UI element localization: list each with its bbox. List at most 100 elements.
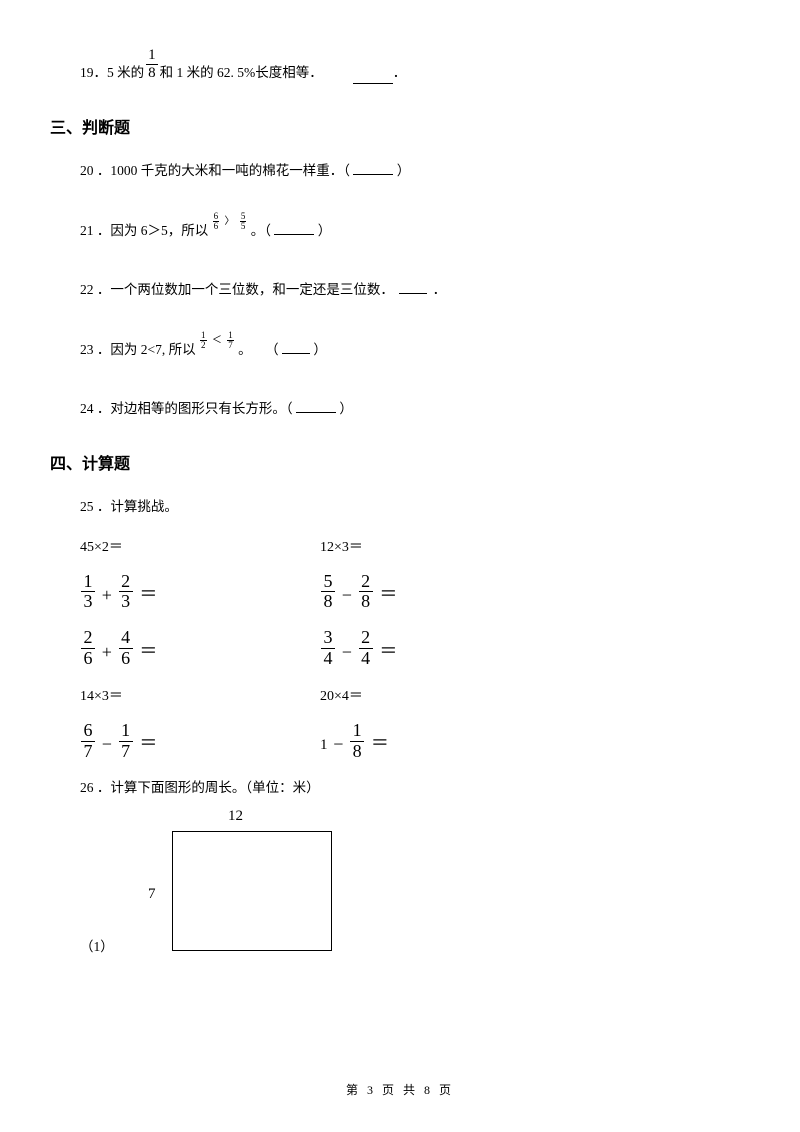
r3-fd: 24 bbox=[359, 628, 373, 669]
question-26: 26 ．计算下面图形的周长。（单位：米） bbox=[80, 777, 750, 799]
q23-frac-1: 1 2 bbox=[200, 331, 207, 350]
r2-fc: 58 bbox=[321, 572, 335, 613]
calc-r5c2: 1 − 18 ＝ bbox=[320, 721, 560, 762]
q21-f2d: 5 bbox=[240, 222, 247, 231]
bn: 5 bbox=[321, 572, 335, 593]
q23-close: ） bbox=[313, 342, 327, 357]
bn: 1 bbox=[350, 721, 364, 742]
bn: 4 bbox=[119, 628, 133, 649]
q21-blank[interactable] bbox=[274, 223, 314, 235]
calc-r2c1: 13 + 23 ＝ bbox=[80, 572, 320, 613]
q23-post: 。 （ bbox=[238, 342, 279, 357]
q21-post: 。（ bbox=[251, 223, 271, 238]
bd: 6 bbox=[119, 649, 132, 669]
bn: 2 bbox=[359, 572, 373, 593]
r2-op1: + bbox=[102, 585, 112, 605]
q21-op: 〉 bbox=[225, 216, 235, 227]
bd: 3 bbox=[119, 592, 132, 612]
diagram-label-top: 12 bbox=[228, 808, 243, 825]
q20-blank[interactable] bbox=[353, 163, 393, 175]
q20-text: ．1000 千克的大米和一吨的棉花一样重．（ bbox=[97, 163, 350, 178]
calc-r1c2: 12×3＝ bbox=[320, 536, 560, 556]
question-25: 25 ．计算挑战。 bbox=[80, 496, 750, 518]
q19-period: ． bbox=[393, 62, 407, 84]
bd: 7 bbox=[119, 742, 132, 762]
q22-period: ． bbox=[433, 282, 447, 297]
r5-fa: 67 bbox=[81, 721, 95, 762]
r3-op1: + bbox=[102, 642, 112, 662]
bd: 6 bbox=[82, 649, 95, 669]
bn: 2 bbox=[359, 628, 373, 649]
eq: ＝ bbox=[139, 584, 157, 604]
q26-number: 26 bbox=[80, 780, 94, 795]
r2-op2: − bbox=[342, 585, 352, 605]
q19-pre: ．5 米的 bbox=[94, 62, 145, 84]
calc-row-5: 67 − 17 ＝ 1 − 18 ＝ bbox=[80, 721, 750, 762]
calc-grid: 45×2＝ 12×3＝ 13 + 23 ＝ 58 − 28 ＝ 26 + 46 … bbox=[80, 536, 750, 762]
bn: 3 bbox=[321, 628, 335, 649]
r5-op1: − bbox=[102, 734, 112, 754]
q21-frac-2: 5 5 bbox=[240, 212, 247, 231]
q19-frac-num: 1 bbox=[146, 47, 158, 65]
r2-fb: 23 bbox=[119, 572, 133, 613]
question-20: 20 ．1000 千克的大米和一吨的棉花一样重．（ ） bbox=[80, 160, 750, 182]
calc-row-2: 13 + 23 ＝ 58 − 28 ＝ bbox=[80, 572, 750, 613]
q20-number: 20 bbox=[80, 163, 94, 178]
q21-pre: ．因为 6＞5，所以 bbox=[97, 223, 208, 238]
bd: 7 bbox=[82, 742, 95, 762]
diagram-label-left: 7 bbox=[148, 886, 156, 903]
q23-pre: ．因为 2<7, 所以 bbox=[97, 342, 196, 357]
q24-text: ．对边相等的图形只有长方形。（ bbox=[97, 401, 293, 416]
r5-op2: − bbox=[333, 734, 343, 754]
bn: 6 bbox=[81, 721, 95, 742]
eq: ＝ bbox=[371, 733, 389, 753]
r5-one: 1 bbox=[320, 737, 328, 753]
q22-blank[interactable] bbox=[399, 282, 427, 294]
eq: ＝ bbox=[379, 641, 397, 661]
section-3-title: 三、判断题 bbox=[50, 114, 750, 138]
q24-blank[interactable] bbox=[296, 401, 336, 413]
q24-close: ） bbox=[339, 401, 353, 416]
calc-r1c1: 45×2＝ bbox=[80, 536, 320, 556]
q19-blank[interactable] bbox=[353, 72, 393, 84]
calc-r2c2: 58 − 28 ＝ bbox=[320, 572, 560, 613]
question-22: 22 ．一个两位数加一个三位数，和一定还是三位数． ． bbox=[80, 279, 750, 301]
q20-close: ） bbox=[397, 163, 411, 178]
page-footer: 第 3 页 共 8 页 bbox=[0, 1081, 800, 1098]
r3-fc: 34 bbox=[321, 628, 335, 669]
q26-text: ．计算下面图形的周长。（单位：米） bbox=[97, 780, 320, 795]
q21-number: 21 bbox=[80, 223, 94, 238]
q19-fraction: 1 8 bbox=[146, 47, 158, 81]
q23-number: 23 bbox=[80, 342, 94, 357]
q19-frac-den: 8 bbox=[146, 65, 158, 82]
r3-op2: − bbox=[342, 642, 352, 662]
eq: ＝ bbox=[139, 733, 157, 753]
question-23: 23 ．因为 2<7, 所以 1 2 ＜ 1 7 。 （ ） bbox=[80, 339, 750, 361]
diagram-rect bbox=[172, 831, 332, 951]
r5-fb: 17 bbox=[119, 721, 133, 762]
bd: 3 bbox=[82, 592, 95, 612]
bd: 8 bbox=[351, 742, 364, 762]
calc-r5c1: 67 − 17 ＝ bbox=[80, 721, 320, 762]
eq: ＝ bbox=[139, 641, 157, 661]
diagram-index: （1） bbox=[80, 935, 114, 955]
q22-text: ．一个两位数加一个三位数，和一定还是三位数． bbox=[97, 282, 394, 297]
q21-f1d: 6 bbox=[213, 222, 220, 231]
q23-blank[interactable] bbox=[282, 342, 310, 354]
q23-op: ＜ bbox=[212, 335, 222, 346]
question-24: 24 ．对边相等的图形只有长方形。（ ） bbox=[80, 398, 750, 420]
bn: 1 bbox=[81, 572, 95, 593]
bn: 2 bbox=[81, 628, 95, 649]
bn: 2 bbox=[119, 572, 133, 593]
calc-r4c2: 20×4＝ bbox=[320, 685, 560, 705]
q25-text: ．计算挑战。 bbox=[97, 499, 178, 514]
eq: ＝ bbox=[379, 584, 397, 604]
r3-fa: 26 bbox=[81, 628, 95, 669]
calc-row-1: 45×2＝ 12×3＝ bbox=[80, 536, 750, 556]
bn: 1 bbox=[119, 721, 133, 742]
calc-r4c1: 14×3＝ bbox=[80, 685, 320, 705]
bd: 4 bbox=[322, 649, 335, 669]
r5-fd: 18 bbox=[350, 721, 364, 762]
calc-row-3: 26 + 46 ＝ 34 − 24 ＝ bbox=[80, 628, 750, 669]
q21-close: ） bbox=[318, 223, 332, 238]
